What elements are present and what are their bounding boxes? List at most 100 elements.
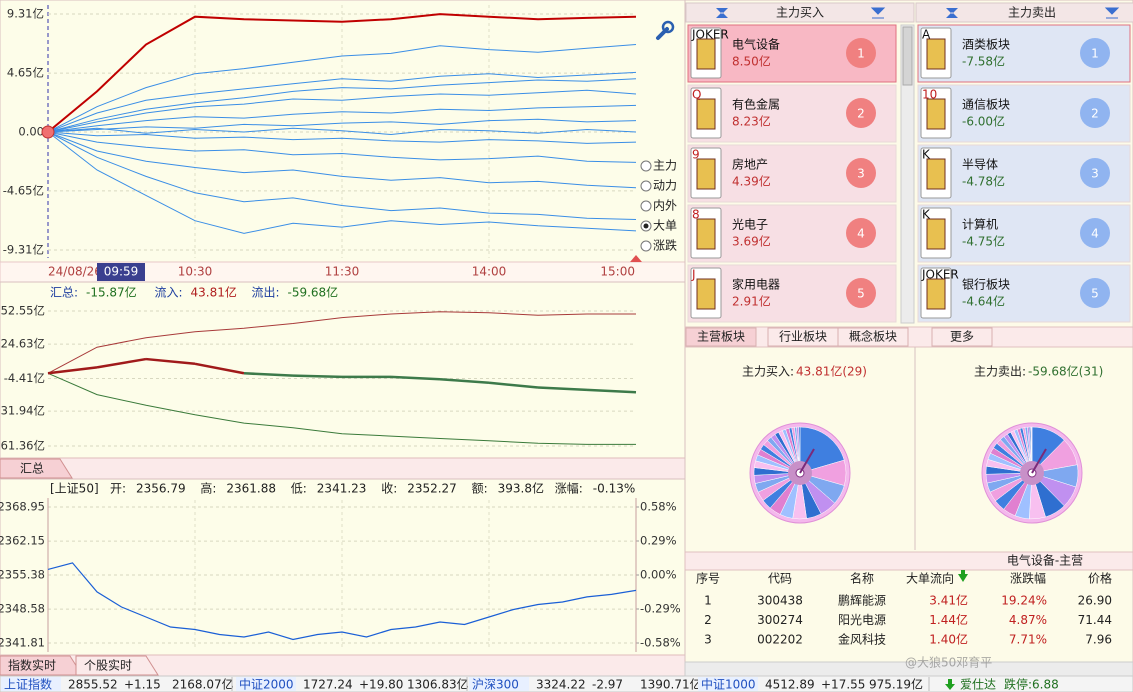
status-change: +17.55	[821, 678, 865, 692]
summary-value: 43.81亿(29)	[796, 364, 867, 379]
card-art	[696, 98, 716, 130]
time-label: 10:30	[178, 265, 213, 279]
index-field-value: 2361.88	[226, 482, 276, 496]
sort-icon[interactable]	[870, 7, 886, 19]
status-price: 3324.22	[536, 678, 586, 692]
index-field-label: 涨幅:	[555, 481, 583, 496]
tab-shape[interactable]	[75, 655, 159, 676]
status-amount: 2168.07亿	[172, 677, 234, 692]
net-flow-segment	[586, 388, 637, 394]
item-name: 计算机	[962, 217, 998, 232]
rank-number: 5	[1091, 287, 1099, 301]
card-art	[696, 38, 716, 70]
rank-circle	[846, 278, 876, 308]
settings-icon[interactable]	[656, 20, 675, 40]
y-tick-label: -4.41亿	[4, 371, 45, 385]
sector-tab[interactable]	[931, 327, 993, 347]
radio[interactable]	[640, 180, 652, 192]
status-amount: 975.19亿	[869, 677, 923, 692]
rank-number: 2	[1091, 107, 1099, 121]
index-field-value: 2341.23	[317, 482, 367, 496]
rank-number: 5	[857, 287, 865, 301]
status-price: 1727.24	[303, 678, 353, 692]
list-title: 主力卖出	[1008, 6, 1056, 20]
sector-tab[interactable]	[837, 327, 909, 347]
rank-circle	[1080, 98, 1110, 128]
index-field-label: 高:	[200, 481, 216, 496]
collapse-icon[interactable]	[946, 8, 958, 18]
y-tick-label: 4.65亿	[7, 66, 44, 80]
y-tick-label: 2362.15	[0, 534, 45, 548]
item-value: 8.23亿	[732, 114, 771, 129]
table-cell: 1.44亿	[929, 612, 968, 627]
scrollbar[interactable]	[900, 24, 915, 324]
table-scrollbar[interactable]	[684, 661, 1133, 677]
index-field-label: 低:	[291, 482, 307, 496]
scroll-thumb[interactable]	[902, 26, 913, 86]
table-cell: 26.90	[1078, 594, 1112, 608]
sector-tab[interactable]	[685, 327, 757, 347]
flow-item-label: 流出:	[252, 286, 280, 300]
tab-shape[interactable]	[0, 458, 73, 479]
net-flow-segment	[47, 366, 98, 375]
lead-flow-line	[47, 13, 637, 133]
rank-number: 3	[1091, 167, 1099, 181]
rank-circle	[1080, 278, 1110, 308]
net-flow-segment	[292, 374, 343, 379]
table-header: 序号	[696, 571, 720, 586]
item-value: 2.91亿	[732, 294, 771, 309]
item-value: 4.39亿	[732, 174, 771, 189]
table-cell: 金风科技	[838, 632, 886, 647]
rank-circle	[846, 158, 876, 188]
time-label: 14:00	[472, 265, 507, 279]
status-name: 上证指数	[4, 677, 52, 692]
list-header	[915, 2, 1133, 23]
collapse-icon[interactable]	[716, 8, 728, 18]
table-cell: 7.71%	[1009, 633, 1047, 647]
table-title-bar	[684, 551, 1133, 571]
table-cell: 002202	[757, 633, 803, 647]
rank-circle	[1080, 158, 1110, 188]
summary-label: 主力买入:	[742, 365, 794, 379]
flow-line	[47, 71, 637, 133]
sector-tab-label: 更多	[950, 330, 974, 344]
alert-name: 爱仕达	[960, 678, 996, 692]
flow-line	[47, 104, 637, 133]
status-change: -2.97	[592, 678, 623, 692]
item-value: -4.78亿	[962, 174, 1005, 189]
y-tick-label: 2341.81	[0, 636, 45, 650]
table-cell: 7.96	[1085, 633, 1112, 647]
pie-pointer	[1031, 448, 1047, 474]
radio[interactable]	[640, 160, 652, 172]
status-name-box	[236, 677, 296, 691]
card-art	[926, 158, 946, 190]
card-art	[696, 218, 716, 250]
bottom-tab: 个股实时	[84, 658, 132, 673]
y-tick-label: 24.63亿	[1, 337, 45, 351]
sort-arrow	[958, 570, 968, 582]
item-name: 房地产	[732, 157, 768, 172]
sort-icon[interactable]	[1104, 7, 1120, 19]
item-name: 通信板块	[962, 98, 1010, 112]
table-header: 名称	[850, 571, 874, 586]
y-tick-label: -4.65亿	[3, 183, 44, 197]
table-cell: 71.44	[1078, 613, 1112, 627]
radio-label: 主力	[653, 159, 677, 173]
table-header: 涨跌幅	[1010, 571, 1046, 586]
radio[interactable]	[640, 200, 652, 212]
flow-panel	[0, 281, 686, 459]
table-cell: 2	[704, 613, 712, 627]
status-name-box	[698, 677, 758, 691]
end-marker	[630, 255, 642, 262]
rank-number: 4	[1091, 227, 1099, 241]
radio-dot	[643, 223, 649, 229]
item-value: -4.75亿	[962, 234, 1005, 249]
flow-item-value: 43.81亿	[191, 285, 237, 300]
card-rank: A	[922, 28, 931, 42]
radio[interactable]	[640, 240, 652, 252]
y-tick-label: 2355.38	[0, 568, 45, 582]
net-flow-segment	[243, 372, 294, 377]
y-tick-label: 52.55亿	[1, 304, 45, 318]
sector-tab-label: 概念板块	[849, 329, 897, 344]
table-cell: 300274	[757, 613, 803, 627]
